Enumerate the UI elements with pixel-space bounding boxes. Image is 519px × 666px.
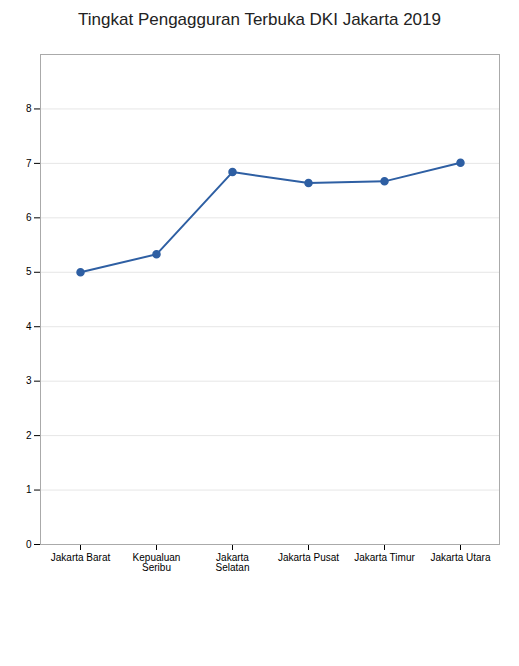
- svg-text:8: 8: [26, 103, 32, 114]
- svg-text:1: 1: [26, 484, 32, 495]
- svg-text:4: 4: [26, 321, 32, 332]
- svg-text:6: 6: [26, 212, 32, 223]
- svg-text:Jakarta Utara: Jakarta Utara: [430, 552, 490, 563]
- svg-text:Jakarta Timur: Jakarta Timur: [354, 552, 415, 563]
- svg-text:7: 7: [26, 158, 32, 169]
- svg-text:Jakarta Barat: Jakarta Barat: [51, 552, 111, 563]
- svg-text:2: 2: [26, 430, 32, 441]
- svg-text:3: 3: [26, 375, 32, 386]
- svg-text:5: 5: [26, 266, 32, 277]
- html-text:Tingkat Pengagguran Terbuka DK: Tingkat Pengagguran Terbuka DKI Jakarta …: [78, 10, 441, 29]
- svg-text:0: 0: [26, 539, 32, 550]
- svg-text:KepualuanSeribu: KepualuanSeribu: [133, 552, 181, 573]
- svg-text:Jakarta Pusat: Jakarta Pusat: [278, 552, 339, 563]
- svg-text:JakartaSelatan: JakartaSelatan: [216, 552, 250, 573]
